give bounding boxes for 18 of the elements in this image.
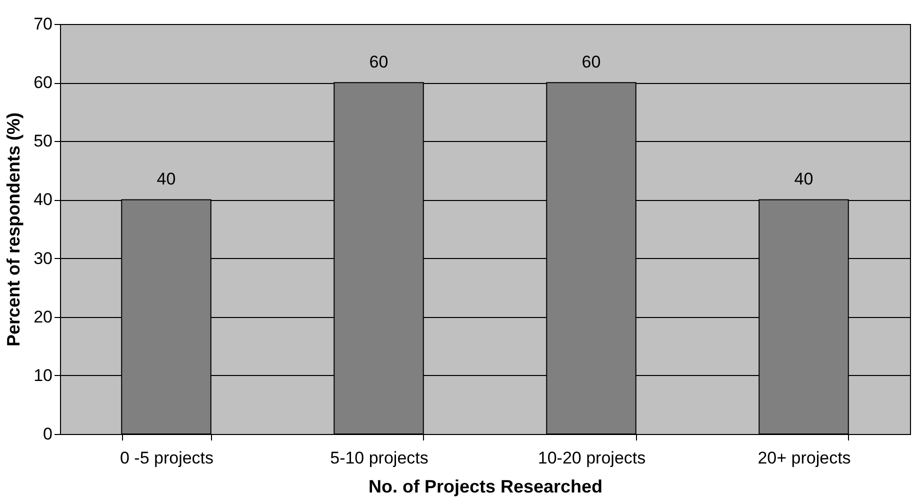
y-tick-label: 0 <box>43 424 52 444</box>
x-tick-label: 0 -5 projects <box>120 448 214 468</box>
data-label: 60 <box>369 52 388 72</box>
y-tick-label: 60 <box>34 73 52 92</box>
y-tick-label: 30 <box>34 248 52 268</box>
y-tick-label: 70 <box>34 14 52 34</box>
y-tick-label: 20 <box>34 307 52 326</box>
data-label: 40 <box>794 170 814 189</box>
y-tick-label: 50 <box>34 132 52 151</box>
x-tick-label: 20+ projects <box>758 448 851 468</box>
x-tick-label: 5-10 projects <box>330 448 428 468</box>
y-tick-label: 10 <box>34 366 52 385</box>
x-axis-title: No. of Projects Researched <box>368 476 603 496</box>
y-tick-label: 40 <box>34 190 52 210</box>
y-axis-title: Percent of respondents (%) <box>4 112 24 347</box>
x-tick-label: 10-20 projects <box>538 448 646 468</box>
data-label: 40 <box>156 170 176 189</box>
data-label: 60 <box>582 52 601 72</box>
